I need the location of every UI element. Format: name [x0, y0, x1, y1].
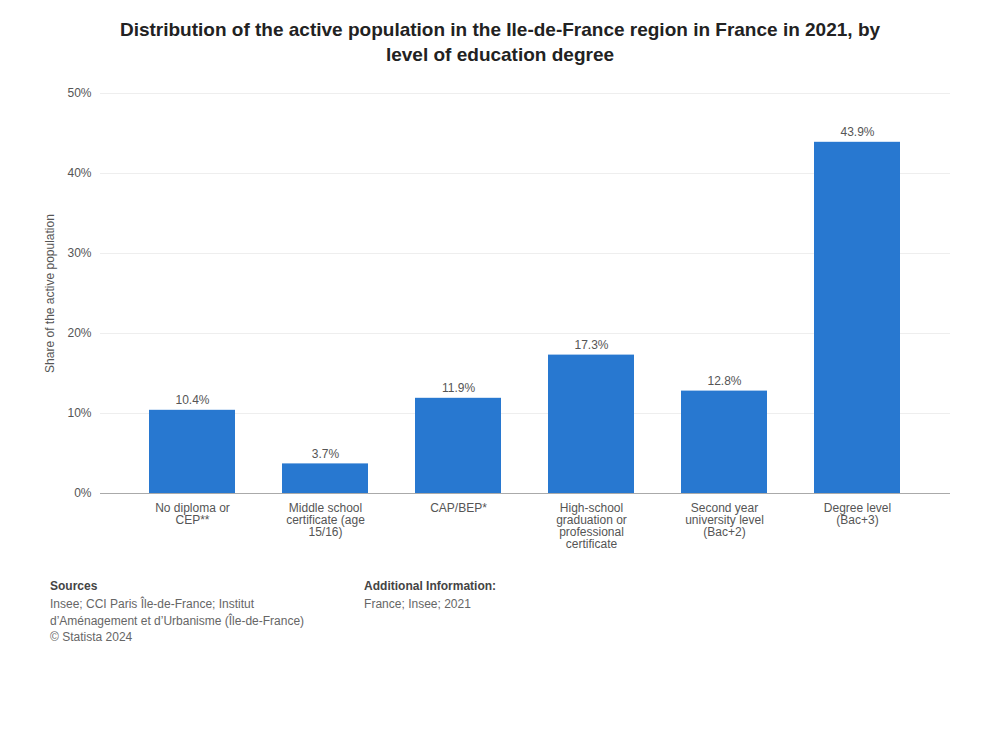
html-text:Additional Information:: Additional Information: [364, 579, 497, 594]
svg-text:Degree level(Bac+3): Degree level(Bac+3) [824, 501, 891, 527]
svg-text:Second yearuniversity level(Ba: Second yearuniversity level(Bac+2) [685, 501, 764, 539]
svg-text:Share of the active population: Share of the active population [43, 214, 57, 373]
svg-text:Middle schoolcertificate (age1: Middle schoolcertificate (age15/16) [286, 501, 365, 539]
svg-text:10.4%: 10.4% [175, 394, 209, 408]
svg-text:12.8%: 12.8% [707, 374, 741, 388]
svg-text:3.7%: 3.7% [312, 447, 340, 461]
svg-text:50%: 50% [67, 87, 91, 101]
svg-text:17.3%: 17.3% [574, 338, 608, 352]
html-text:Insee; CCI Paris Île-de-France: Insee; CCI Paris Île-de-France; Institut… [50, 597, 305, 644]
svg-text:43.9%: 43.9% [840, 126, 874, 140]
svg-text:High-schoolgraduation orprofes: High-schoolgraduation orprofessionalcert… [556, 501, 627, 551]
html-text:Sources: Sources [50, 579, 98, 594]
html-text:Distribution of the active pop: Distribution of the active population in… [119, 19, 881, 65]
svg-text:40%: 40% [67, 167, 91, 181]
svg-text:11.9%: 11.9% [442, 382, 475, 396]
svg-text:30%: 30% [67, 247, 91, 261]
svg-text:0%: 0% [74, 487, 92, 501]
svg-text:10%: 10% [67, 407, 91, 421]
svg-text:CAP/BEP*: CAP/BEP* [430, 501, 487, 515]
html-text:France; Insee; 2021: France; Insee; 2021 [364, 597, 471, 612]
svg-text:20%: 20% [67, 327, 91, 341]
svg-text:No diploma orCEP**: No diploma orCEP** [155, 501, 230, 527]
